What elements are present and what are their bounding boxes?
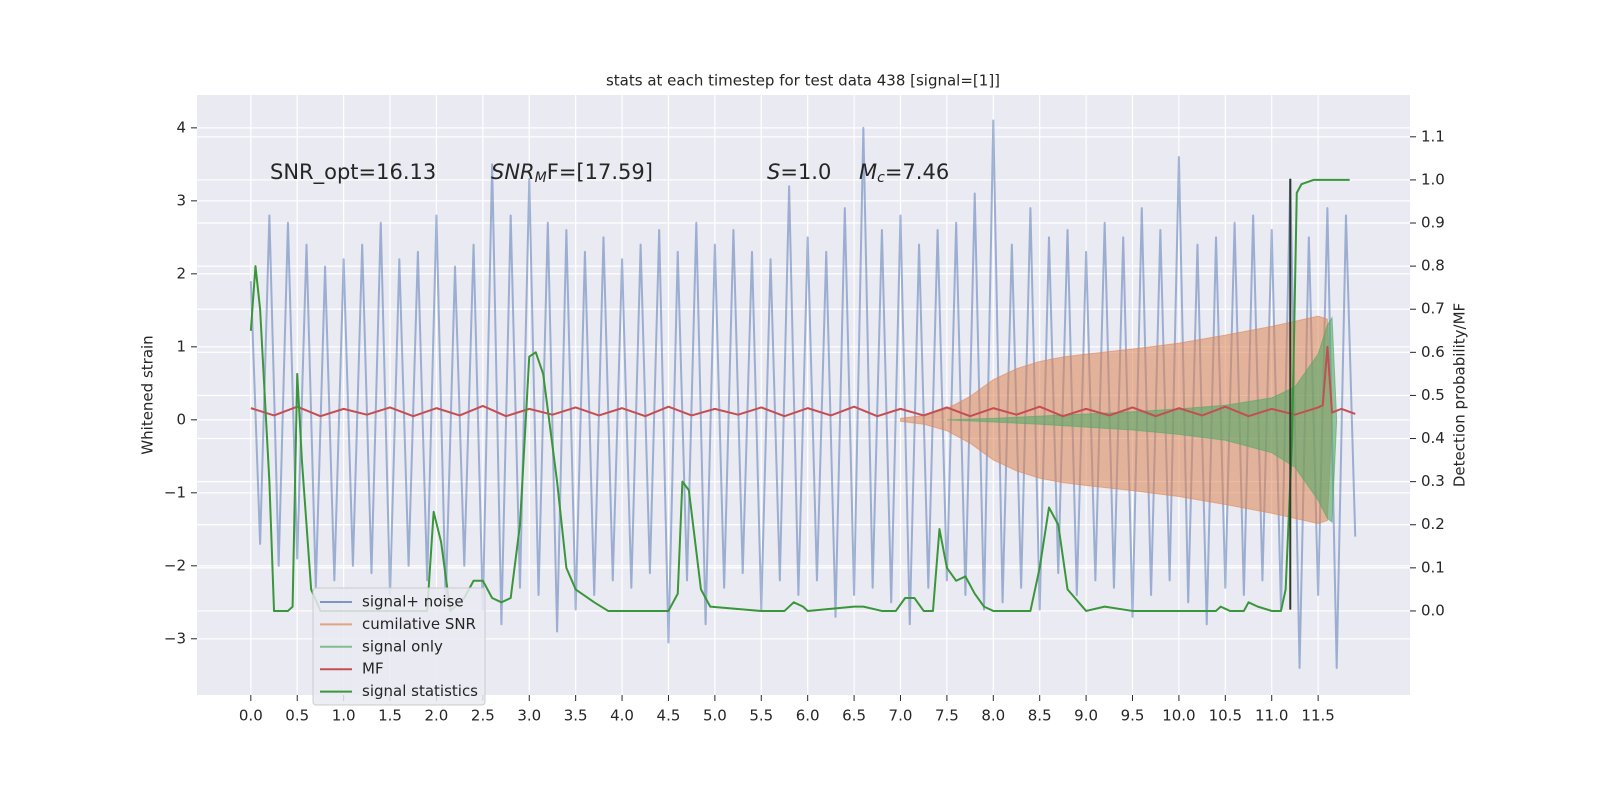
annotation: SNR_opt=16.13 [270,160,436,185]
line [250,345,1356,418]
chart-title: stats at each timestep for test data 438… [606,72,1000,90]
x-tick-label: 7.0 [889,707,913,725]
y-tick-label: −1 [164,483,186,501]
annotation-part: M [859,160,877,184]
legend-box [312,587,486,706]
y-tick-label: −3 [164,629,186,647]
y-tick-label: 2 [176,264,186,282]
x-tick-label: 5.0 [703,707,727,725]
annotation-part: F=[17.59] [547,160,653,184]
x-tick-label: 6.0 [796,707,820,725]
x-tick-label: 9.5 [1121,707,1145,725]
x-tick-label: 1.0 [332,707,356,725]
x-tick-label: 11.0 [1255,707,1288,725]
y2-tick-label: 0.8 [1421,257,1445,275]
annotation: Mc=7.46 [859,160,949,186]
y2-tick-label: 0.7 [1421,300,1445,318]
annotation: SNRMF=[17.59] [491,160,653,186]
legend: signal+ noise cumilative SNR signal only MF… [312,587,486,706]
x-tick-label: 10.5 [1209,707,1242,725]
y-tick-label: 3 [176,191,186,209]
y2-tick-label: 0.5 [1421,386,1445,404]
x-tick-label: 3.5 [564,707,588,725]
y2-axis-label: Detection probability/MF [1451,303,1469,487]
y2-tick-label: 0.6 [1421,343,1445,361]
y2-tick-label: 0.2 [1421,515,1445,533]
annotation-part: M [535,170,547,186]
x-tick-label: 2.0 [425,707,449,725]
legend-label: signal only [362,637,443,655]
annotation-part: =1.0 [780,160,831,184]
annotations: SNR_opt=16.13 SNRMF=[17.59] S=1.0 Mc=7.46 [270,160,949,186]
x-tick-label: 8.0 [981,707,1005,725]
annotation-part: SNR [491,160,535,184]
y2-tick-label: 0.9 [1421,214,1445,232]
y-tick-label: −2 [164,556,186,574]
x-tick-label: 8.5 [1028,707,1052,725]
x-tick-label: 10.0 [1162,707,1195,725]
y-tick-label: 1 [176,337,186,355]
x-tick-label: 9.0 [1074,707,1098,725]
x-tick-label: 2.5 [471,707,495,725]
x-tick-label: 3.0 [517,707,541,725]
marks [249,119,1357,669]
legend-label: MF [362,660,384,678]
x-tick-label: 4.5 [657,707,681,725]
annotation-part: c [877,170,885,186]
annotation-part: S [767,160,780,184]
x-tick-label: 7.5 [935,707,959,725]
x-tick-label: 0.0 [239,707,263,725]
axes: 0.0 0.5 1.0 1.5 2.0 2.5 3.0 3.5 4.0 4.5 5.0 5.5 6.0 6… [164,118,1445,724]
annotation-part: =7.46 [885,160,949,184]
y2-tick-label: 1.1 [1421,127,1445,145]
annotation-part: SNR_opt=16.13 [270,160,436,185]
legend-label: signal statistics [362,682,478,700]
y-tick-label: 4 [176,118,186,136]
x-tick-label: 6.5 [842,707,866,725]
y-tick-label: 0 [176,410,186,428]
legend-label: signal+ noise [362,593,464,611]
x-tick-label: 1.5 [378,707,402,725]
y2-tick-label: 0.1 [1421,558,1445,576]
annotation: S=1.0 [767,160,831,184]
x-tick-label: 11.5 [1301,707,1334,725]
band [946,316,1338,524]
line [249,178,1350,612]
x-tick-label: 0.5 [285,707,309,725]
line [249,119,1357,669]
y2-tick-label: 1.0 [1421,170,1445,188]
y2-tick-label: 0.0 [1421,601,1445,619]
y2-tick-label: 0.4 [1421,429,1445,447]
y2-tick-label: 0.3 [1421,472,1445,490]
x-tick-label: 5.5 [749,707,773,725]
legend-label: cumilative SNR [362,615,476,633]
x-tick-label: 4.0 [610,707,634,725]
y-axis-label: Whitened strain [139,335,157,454]
